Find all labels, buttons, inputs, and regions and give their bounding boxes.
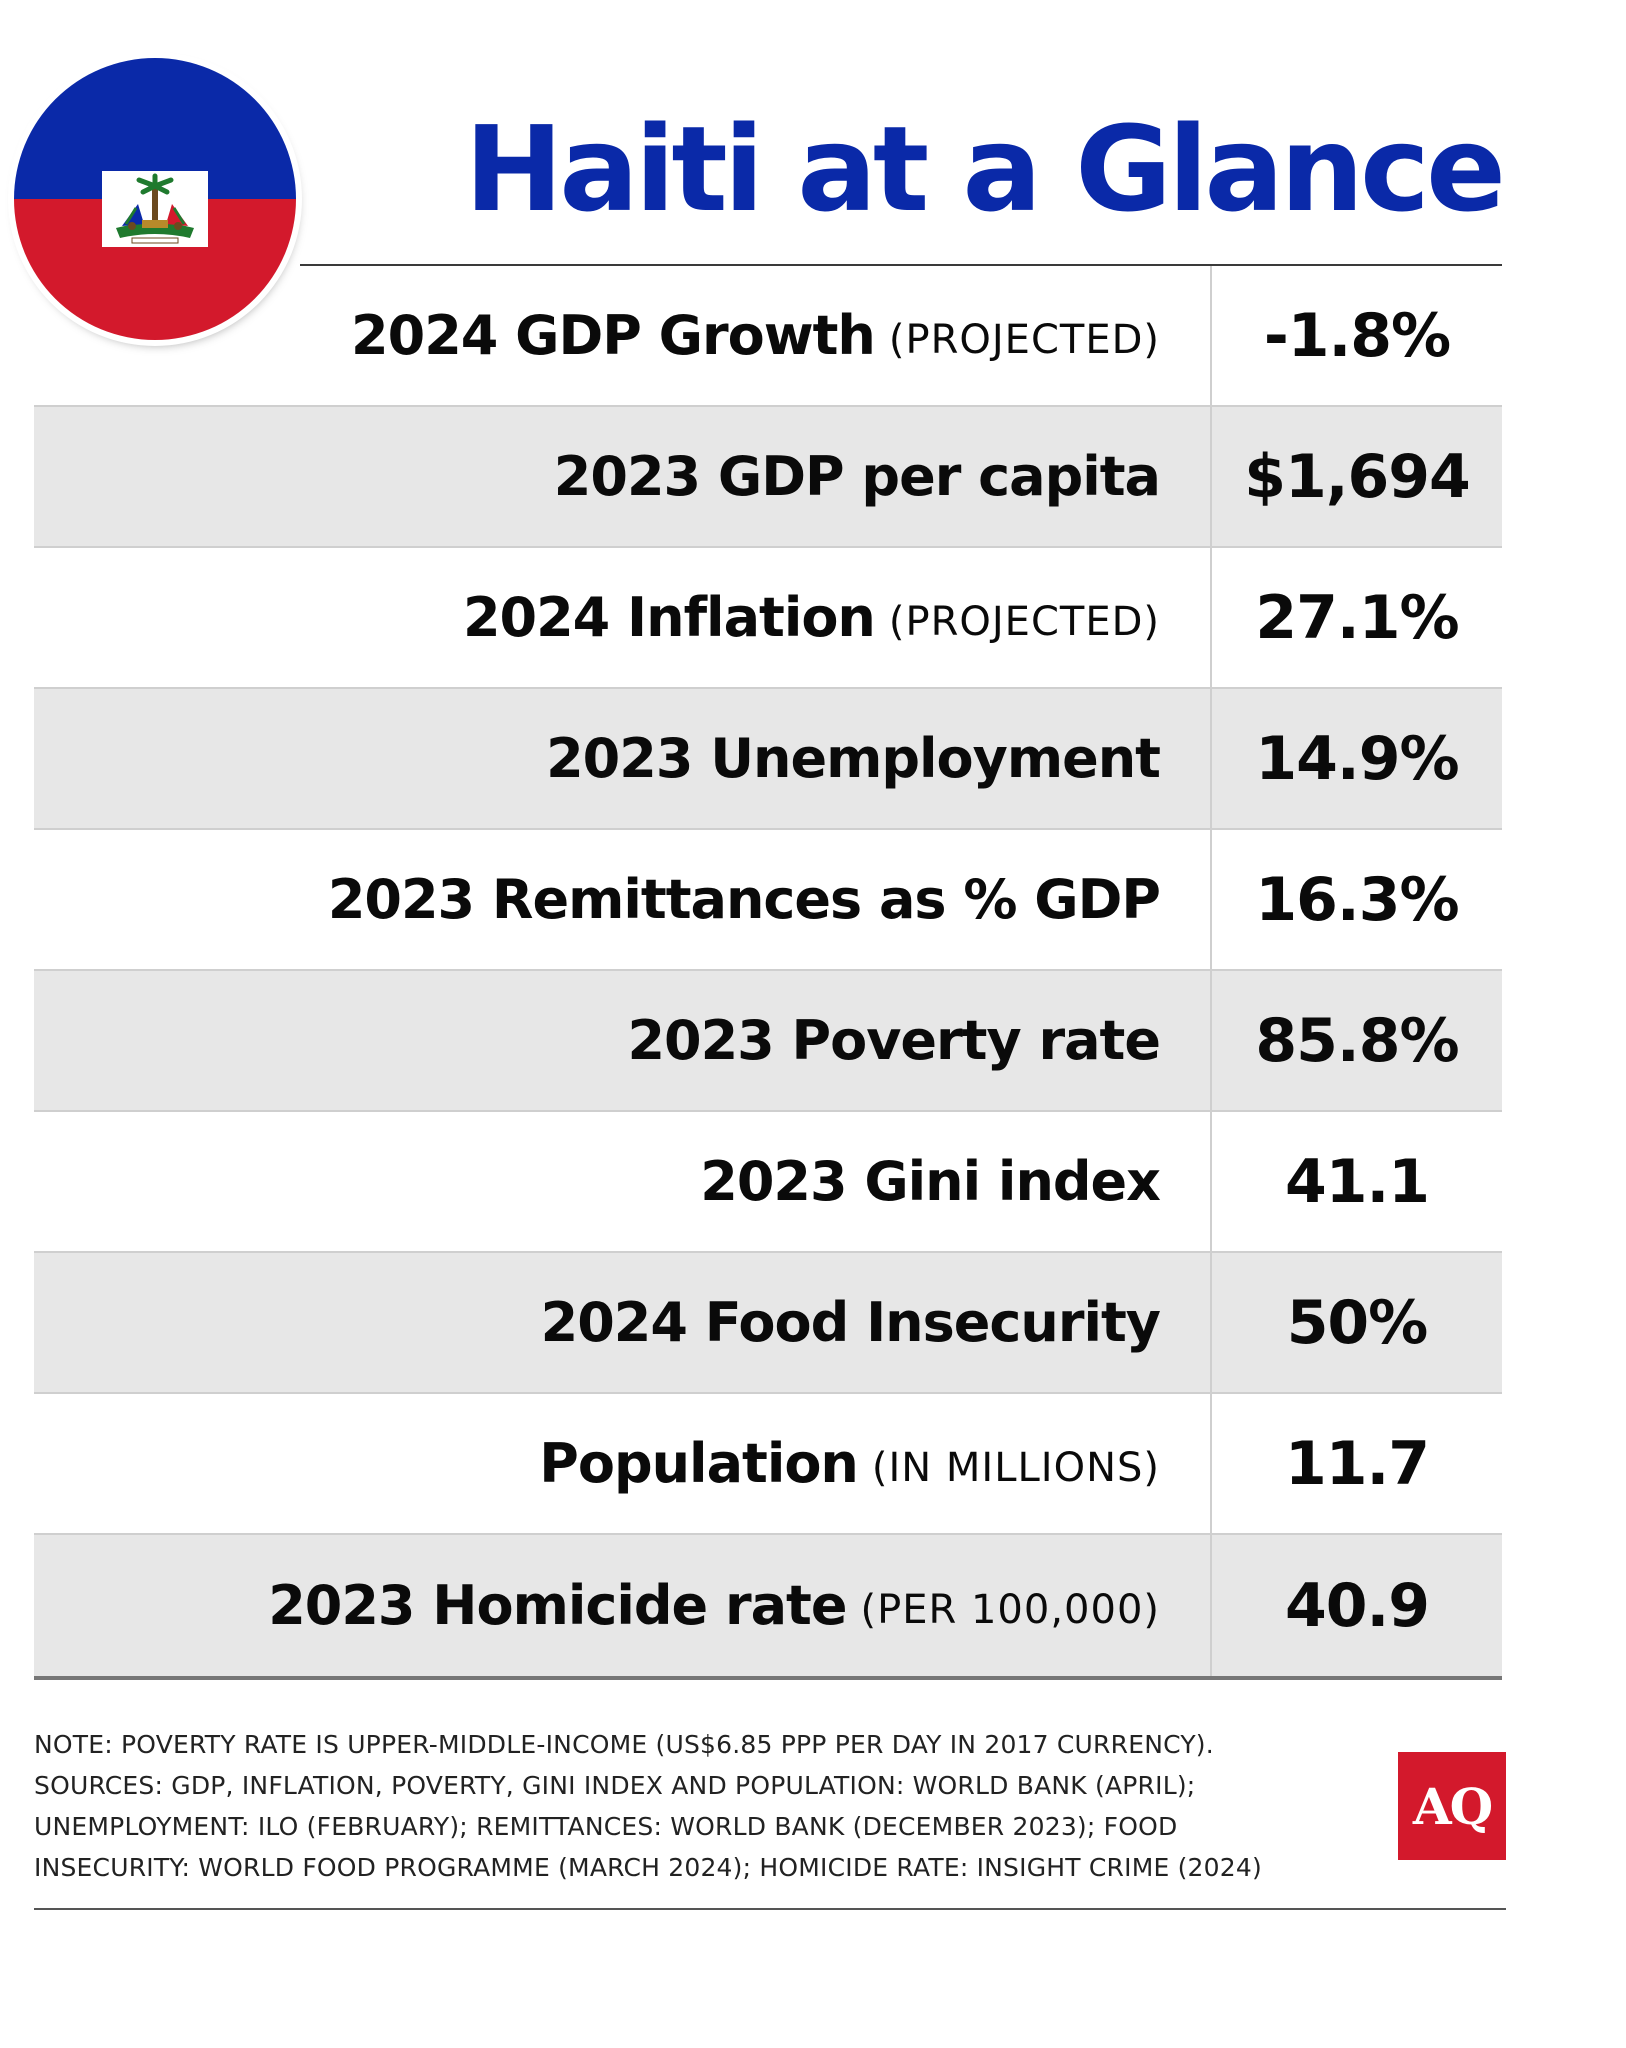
stat-label-text: 2023 Homicide rate [268, 1574, 847, 1637]
stat-row-population: Population (IN MILLIONS) 11.7 [34, 1394, 1502, 1535]
stat-row-food-insecurity: 2024 Food Insecurity 50% [34, 1253, 1502, 1394]
stat-value: 50% [1286, 1287, 1429, 1358]
stat-label: 2023 Gini index [34, 1112, 1212, 1251]
stat-row-unemployment: 2023 Unemployment 14.9% [34, 689, 1502, 830]
stat-label: 2023 Poverty rate [34, 971, 1212, 1110]
stat-label-text: 2023 Poverty rate [627, 1009, 1161, 1072]
page-title: Haiti at a Glance [464, 100, 1506, 238]
stat-label-text: 2023 Gini index [700, 1150, 1161, 1213]
stat-value: -1.8% [1263, 300, 1451, 371]
stat-label: Population (IN MILLIONS) [34, 1394, 1212, 1533]
stat-label-text: 2023 Remittances as % GDP [327, 868, 1161, 931]
stat-label: 2024 Food Insecurity [34, 1253, 1212, 1392]
stat-row-remittances: 2023 Remittances as % GDP 16.3% [34, 830, 1502, 971]
stat-row-poverty-rate: 2023 Poverty rate 85.8% [34, 971, 1502, 1112]
aq-logo: AQ [1398, 1752, 1506, 1860]
stat-value: 14.9% [1255, 723, 1459, 794]
stat-row-gdp-per-capita: 2023 GDP per capita $1,694 [34, 407, 1502, 548]
stat-label-text: 2023 Unemployment [546, 727, 1161, 790]
stat-label: 2024 GDP Growth (PROJECTED) [34, 266, 1212, 405]
stat-value: 27.1% [1255, 582, 1459, 653]
stat-qualifier: (PROJECTED) [888, 316, 1160, 363]
stat-row-inflation: 2024 Inflation (PROJECTED) 27.1% [34, 548, 1502, 689]
stat-qualifier: (PER 100,000) [860, 1586, 1160, 1633]
sources-note: NOTE: POVERTY RATE IS UPPER-MIDDLE-INCOM… [34, 1724, 1364, 1888]
stat-label-text: 2024 Food Insecurity [540, 1291, 1161, 1354]
stat-label: 2023 GDP per capita [34, 407, 1212, 546]
stat-value: $1,694 [1244, 441, 1471, 512]
stat-value: 11.7 [1284, 1428, 1430, 1499]
stat-label-text: 2024 GDP Growth [351, 304, 876, 367]
stat-qualifier: (PROJECTED) [888, 598, 1160, 645]
stats-table: 2024 GDP Growth (PROJECTED) -1.8% 2023 G… [34, 266, 1502, 1680]
stat-value: 41.1 [1284, 1146, 1430, 1217]
stat-label-text: Population [539, 1432, 859, 1495]
title-divider [300, 264, 1502, 266]
stat-row-homicide-rate: 2023 Homicide rate (PER 100,000) 40.9 [34, 1535, 1502, 1676]
stat-label: 2024 Inflation (PROJECTED) [34, 548, 1212, 687]
stat-row-gdp-growth: 2024 GDP Growth (PROJECTED) -1.8% [34, 266, 1502, 407]
stat-label-text: 2023 GDP per capita [553, 445, 1161, 508]
stat-row-gini-index: 2023 Gini index 41.1 [34, 1112, 1502, 1253]
stat-value: 40.9 [1284, 1570, 1430, 1641]
stat-label: 2023 Remittances as % GDP [34, 830, 1212, 969]
footnote-line: INSECURITY: WORLD FOOD PROGRAMME (MARCH … [34, 1853, 1262, 1882]
footnote-line: SOURCES: GDP, INFLATION, POVERTY, GINI I… [34, 1771, 1196, 1800]
stat-value: 85.8% [1255, 1005, 1459, 1076]
stat-label: 2023 Homicide rate (PER 100,000) [34, 1535, 1212, 1676]
footnote-line: NOTE: POVERTY RATE IS UPPER-MIDDLE-INCOM… [34, 1730, 1214, 1759]
stat-qualifier: (IN MILLIONS) [871, 1444, 1160, 1491]
stat-label: 2023 Unemployment [34, 689, 1212, 828]
stat-label-text: 2024 Inflation [462, 586, 876, 649]
bottom-divider [34, 1908, 1506, 1910]
footnote-line: UNEMPLOYMENT: ILO (FEBRUARY); REMITTANCE… [34, 1812, 1178, 1841]
stat-value: 16.3% [1255, 864, 1459, 935]
